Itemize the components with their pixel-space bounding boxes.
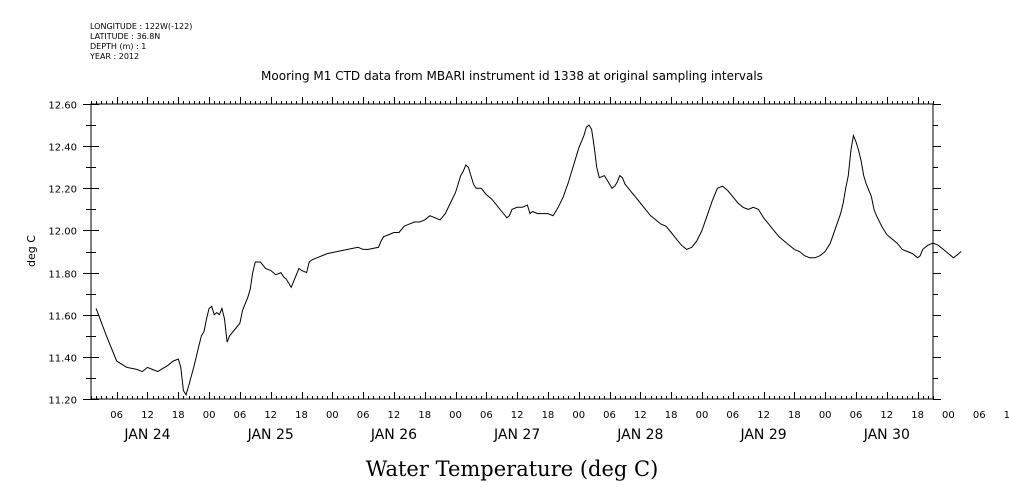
x-tick-label: 12 bbox=[264, 410, 277, 421]
y-tick-label: 11.40 bbox=[48, 354, 77, 365]
x-day-label: JAN 27 bbox=[493, 427, 540, 443]
axes-group: 11.20 11.40 11.60 11.80 12.00 12.20 12.40 12.60… bbox=[48, 97, 1009, 443]
x-tick-label: 06 bbox=[973, 410, 986, 421]
x-tick-label: 18 bbox=[788, 410, 801, 421]
year-label: YEAR : 2012 bbox=[90, 52, 140, 61]
temperature-series-line bbox=[95, 124, 962, 397]
x-tick-label: 12 bbox=[880, 410, 893, 421]
x-day-label: JAN 29 bbox=[739, 427, 786, 443]
x-tick-label: 06 bbox=[480, 410, 493, 421]
y-tick-label: 11.80 bbox=[48, 270, 77, 281]
x-tick-label: 12 bbox=[511, 410, 524, 421]
y-tick-label: 12.00 bbox=[48, 227, 77, 238]
longitude-label: LONGITUDE : 122W(-122) bbox=[90, 22, 193, 31]
depth-label: DEPTH (m) : 1 bbox=[90, 42, 147, 51]
plot-frame bbox=[90, 103, 934, 400]
x-day-label: JAN 26 bbox=[370, 427, 417, 443]
x-tick-label: 06 bbox=[357, 410, 370, 421]
x-tick-label: 18 bbox=[542, 410, 555, 421]
x-tick-label: 18 bbox=[172, 410, 185, 421]
x-day-label: JAN 30 bbox=[863, 427, 910, 443]
x-tick-label: 18 bbox=[295, 410, 308, 421]
x-tick-label: 06 bbox=[110, 410, 123, 421]
x-tick-label: 12 bbox=[1004, 410, 1009, 421]
y-axis-label: deg C bbox=[25, 235, 38, 267]
x-tick-label: 12 bbox=[141, 410, 154, 421]
x-day-label: JAN 25 bbox=[247, 427, 294, 443]
y-tick-label: 12.60 bbox=[48, 101, 77, 112]
chart-title: Mooring M1 CTD data from MBARI instrumen… bbox=[261, 69, 763, 83]
x-axis-label: Water Temperature (deg C) bbox=[366, 457, 659, 481]
x-tick-label: 06 bbox=[726, 410, 739, 421]
x-tick-label: 00 bbox=[326, 410, 339, 421]
x-tick-label: 06 bbox=[603, 410, 616, 421]
y-tick-label: 11.20 bbox=[48, 396, 77, 407]
y-tick-label: 12.20 bbox=[48, 185, 77, 196]
y-tick-label: 11.60 bbox=[48, 312, 77, 323]
x-tick-label: 00 bbox=[696, 410, 709, 421]
x-tick-label: 00 bbox=[819, 410, 832, 421]
x-tick-label: 00 bbox=[203, 410, 216, 421]
x-tick-label: 18 bbox=[911, 410, 924, 421]
x-tick-label: 18 bbox=[665, 410, 678, 421]
x-tick-label: 00 bbox=[942, 410, 955, 421]
latitude-label: LATITUDE : 36.8N bbox=[90, 32, 161, 41]
x-tick-label: 06 bbox=[850, 410, 863, 421]
x-tick-label: 12 bbox=[757, 410, 770, 421]
x-tick-label: 00 bbox=[449, 410, 462, 421]
x-day-label: JAN 28 bbox=[616, 427, 663, 443]
series-group bbox=[95, 124, 962, 397]
x-day-label: JAN 24 bbox=[123, 427, 170, 443]
metadata-block: LONGITUDE : 122W(-122) LATITUDE : 36.8N … bbox=[90, 22, 192, 62]
x-tick-label: 12 bbox=[388, 410, 401, 421]
x-tick-label: 00 bbox=[572, 410, 585, 421]
y-tick-label: 12.40 bbox=[48, 143, 77, 154]
x-tick-label: 18 bbox=[418, 410, 431, 421]
x-tick-label: 12 bbox=[634, 410, 647, 421]
x-tick-label: 06 bbox=[234, 410, 247, 421]
